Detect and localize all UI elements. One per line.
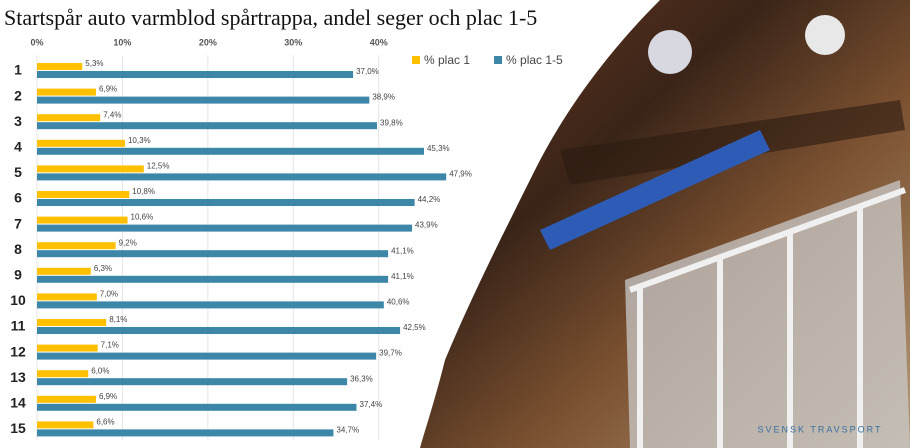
bar — [37, 267, 91, 275]
bar — [37, 275, 389, 283]
y-tick-label: 13 — [10, 369, 26, 385]
bar — [37, 191, 130, 198]
bar — [37, 122, 378, 130]
value-label: 39,7% — [379, 349, 402, 358]
y-tick-label: 9 — [14, 267, 22, 283]
bar — [37, 63, 83, 70]
bar — [37, 293, 97, 301]
bar — [37, 319, 107, 326]
value-label: 12,5% — [147, 162, 170, 171]
value-label: 6,6% — [96, 418, 114, 427]
bar — [37, 216, 128, 224]
legend-label: % plac 1-5 — [506, 53, 563, 67]
bar — [37, 165, 144, 173]
bar — [37, 147, 424, 155]
bar — [37, 114, 101, 122]
bar — [37, 250, 389, 258]
y-tick-label: 2 — [14, 87, 22, 103]
value-label: 37,0% — [356, 67, 379, 76]
value-label: 44,2% — [418, 195, 441, 204]
value-label: 7,1% — [101, 341, 119, 350]
y-tick-label: 11 — [11, 318, 26, 334]
y-tick-label: 1 — [14, 62, 22, 78]
legend-swatch — [412, 56, 420, 64]
value-label: 38,9% — [372, 93, 395, 102]
x-tick-label: 0% — [30, 37, 43, 47]
value-label: 6,9% — [99, 392, 117, 401]
value-label: 40,6% — [387, 298, 410, 307]
value-label: 9,2% — [119, 238, 137, 247]
value-label: 7,4% — [103, 110, 121, 119]
bar — [37, 139, 125, 147]
value-label: 47,9% — [449, 170, 472, 179]
bar — [37, 344, 98, 352]
bar — [37, 71, 354, 78]
value-label: 45,3% — [427, 144, 450, 153]
value-label: 42,5% — [403, 323, 426, 332]
y-tick-label: 12 — [10, 343, 26, 359]
logo-text: SVENSK TRAVSPORT — [757, 424, 882, 434]
y-tick-label: 5 — [14, 164, 22, 180]
y-tick-label: 15 — [10, 420, 26, 436]
value-label: 6,3% — [94, 264, 112, 273]
value-label: 8,1% — [109, 315, 127, 324]
x-tick-label: 30% — [284, 37, 302, 47]
value-label: 6,9% — [99, 85, 117, 94]
value-label: 37,4% — [360, 400, 383, 409]
y-tick-label: 4 — [14, 139, 22, 155]
value-label: 34,7% — [336, 426, 359, 435]
bar — [37, 224, 413, 232]
bar — [37, 421, 94, 429]
value-label: 41,1% — [391, 272, 414, 281]
x-tick-label: 20% — [199, 37, 217, 47]
bar — [37, 370, 89, 378]
value-label: 39,8% — [380, 118, 403, 127]
bar — [37, 429, 334, 437]
y-tick-label: 8 — [14, 241, 22, 257]
bar — [37, 199, 415, 206]
bar — [37, 242, 116, 250]
bar — [37, 96, 370, 104]
bar — [37, 301, 384, 309]
x-tick-label: 40% — [370, 37, 388, 47]
bar — [37, 378, 348, 386]
bar — [37, 173, 447, 181]
y-tick-label: 3 — [14, 113, 22, 129]
value-label: 5,3% — [85, 59, 103, 68]
value-label: 41,1% — [391, 246, 414, 255]
photo: SVENSK TRAVSPORT — [420, 0, 910, 448]
value-label: 36,3% — [350, 374, 373, 383]
value-label: 10,3% — [128, 136, 151, 145]
y-tick-label: 7 — [14, 215, 22, 231]
legend-swatch — [494, 56, 503, 64]
bar — [37, 327, 401, 334]
x-tick-label: 10% — [113, 37, 131, 47]
chart-title: Startspår auto varmblod spårtrappa, ande… — [4, 5, 537, 30]
value-label: 10,8% — [132, 187, 155, 196]
legend-label: % plac 1 — [424, 53, 470, 67]
bar — [37, 403, 357, 411]
bar — [37, 395, 96, 403]
y-tick-label: 10 — [10, 292, 26, 308]
value-label: 7,0% — [100, 290, 118, 299]
value-label: 6,0% — [91, 366, 109, 375]
bar — [37, 88, 96, 96]
value-label: 10,6% — [131, 213, 154, 222]
y-tick-label: 14 — [10, 395, 26, 411]
value-label: 43,9% — [415, 221, 438, 230]
y-tick-label: 6 — [14, 190, 22, 206]
bar — [37, 352, 377, 360]
